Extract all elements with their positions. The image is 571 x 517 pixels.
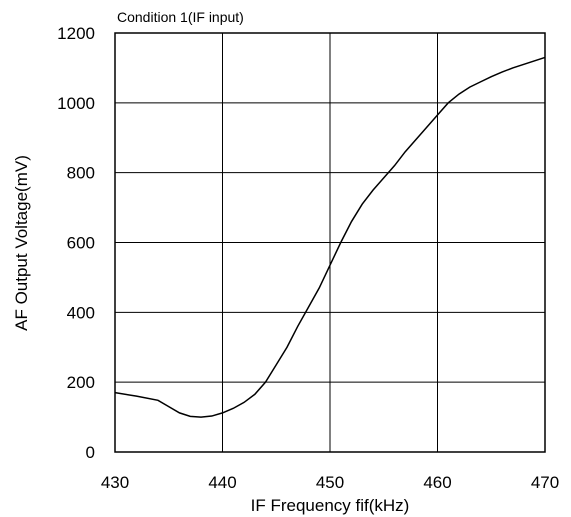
y-axis-label: AF Output Voltage(mV)	[12, 155, 31, 331]
y-tick-label: 800	[67, 164, 95, 183]
y-tick-label: 200	[67, 373, 95, 392]
y-tick-label: 1200	[57, 24, 95, 43]
y-axis: 0 200 400 600 800 1000 1200	[57, 24, 95, 462]
x-tick-label: 430	[101, 473, 129, 492]
x-tick-label: 460	[423, 473, 451, 492]
x-axis: 430 440 450 460 470	[101, 473, 559, 492]
y-tick-label: 1000	[57, 94, 95, 113]
series-line	[114, 56, 546, 418]
x-axis-label: IF Frequency fif(kHz)	[251, 496, 410, 515]
grid	[114, 32, 546, 453]
y-tick-label: 0	[86, 443, 95, 462]
x-tick-label: 470	[531, 473, 559, 492]
x-tick-label: 450	[316, 473, 344, 492]
y-tick-label: 400	[67, 303, 95, 322]
chart-title: Condition 1(IF input)	[117, 9, 244, 25]
x-tick-label: 440	[208, 473, 236, 492]
plot-frame	[114, 32, 546, 453]
y-tick-label: 600	[67, 234, 95, 253]
